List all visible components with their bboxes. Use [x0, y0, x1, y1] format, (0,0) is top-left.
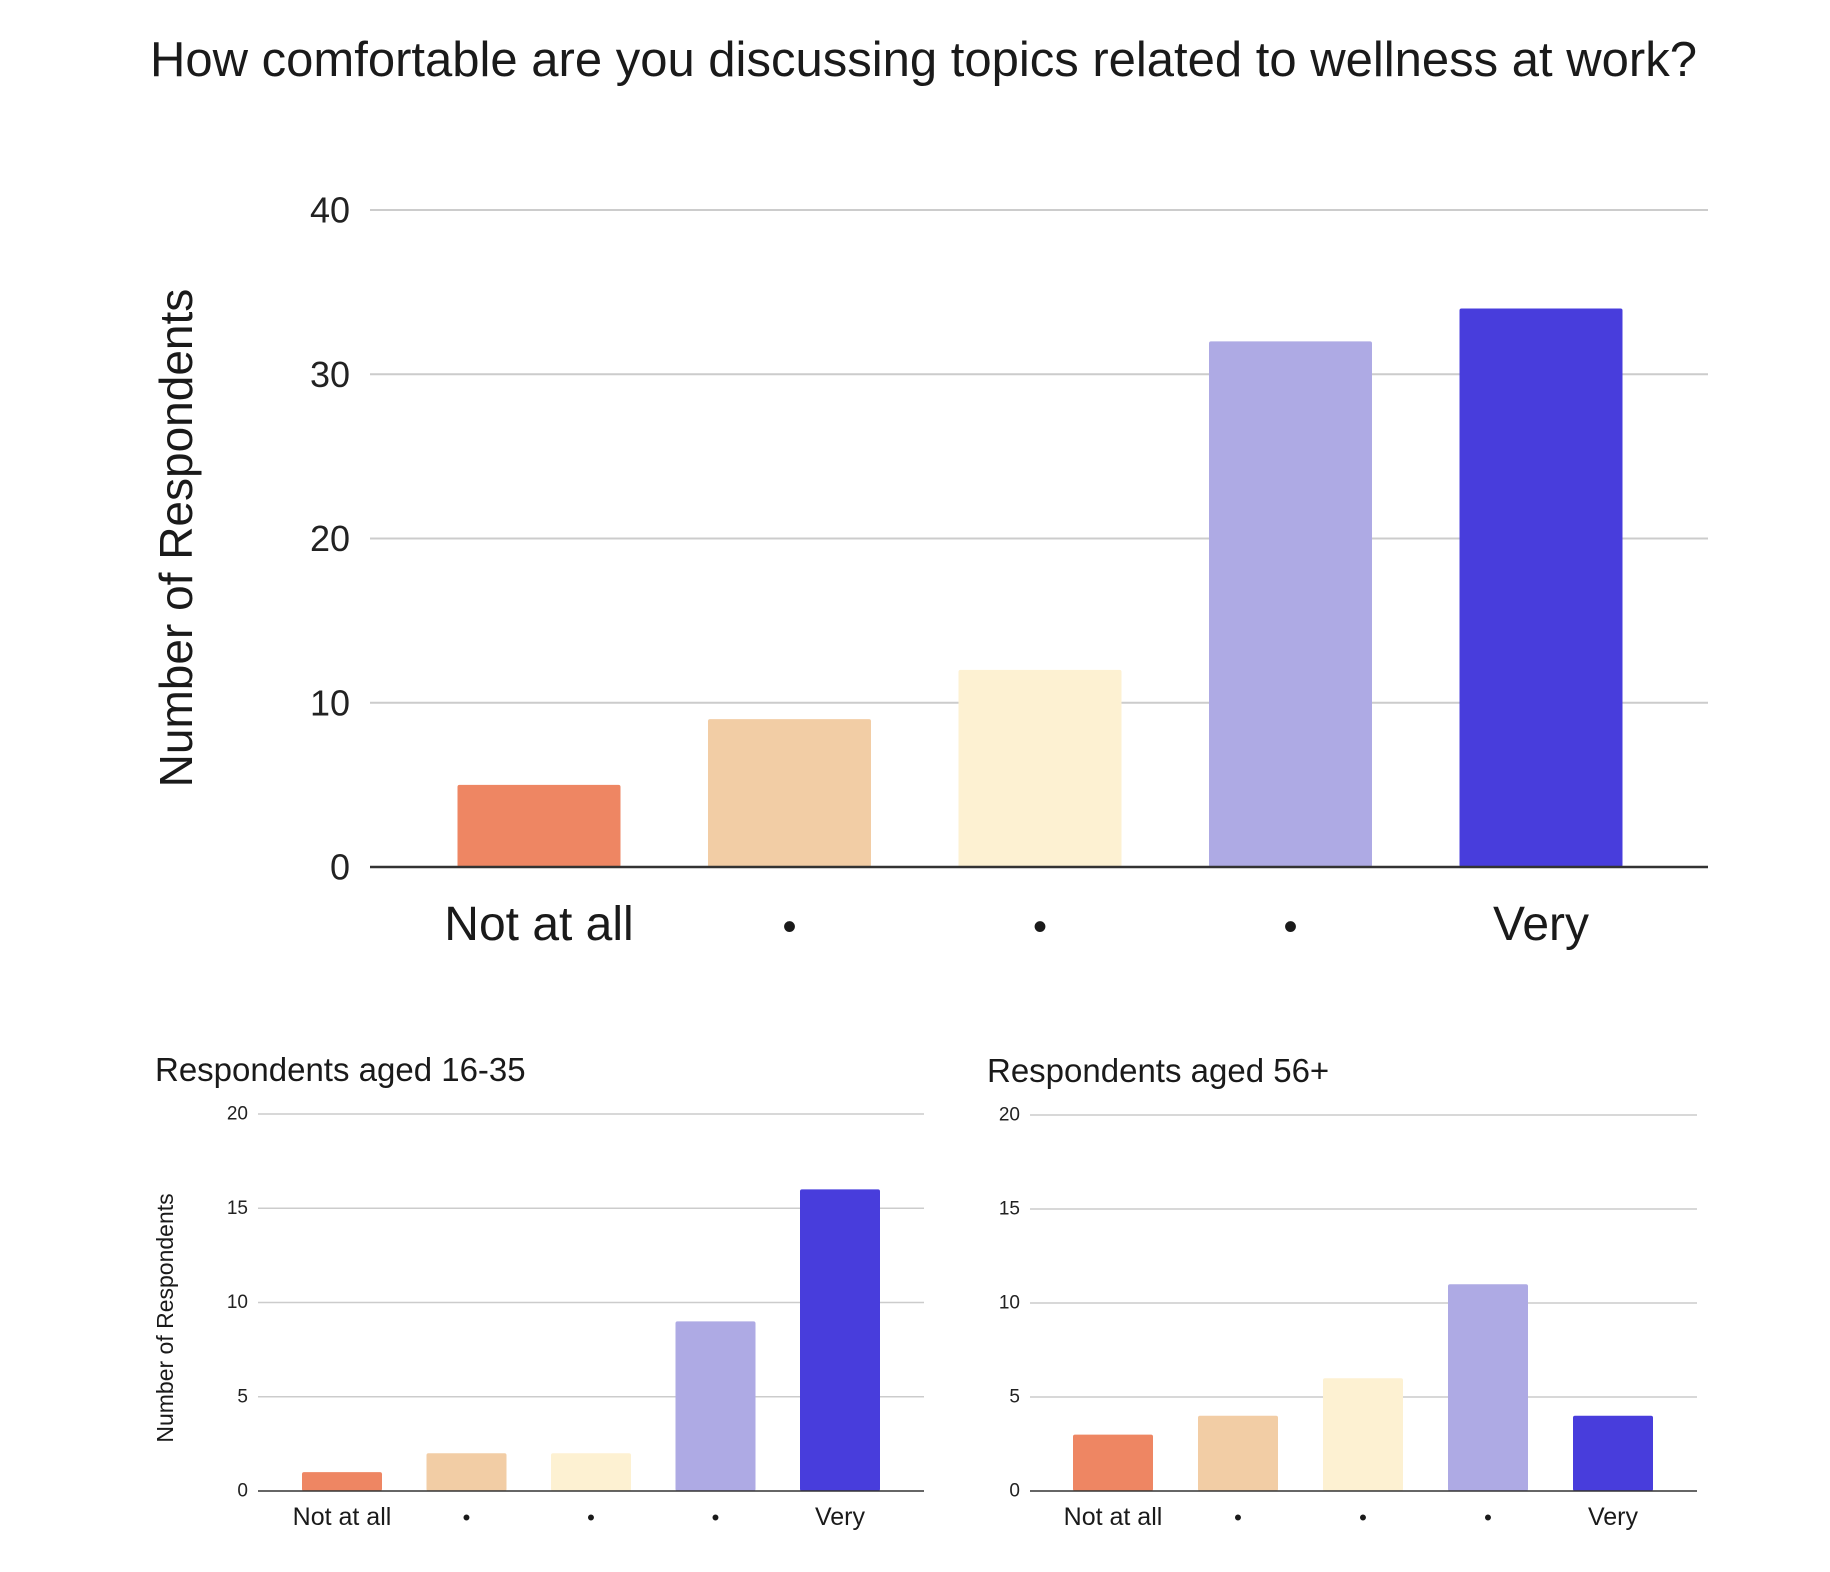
older-y-tick-label: 5: [1009, 1387, 1020, 1408]
main-y-tick-label: 40: [310, 190, 350, 231]
subchart-title-56-plus: Respondents aged 56+: [987, 1052, 1330, 1089]
main-y-tick-label: 0: [330, 847, 350, 888]
older-bar: [1198, 1415, 1278, 1491]
young-y-tick-label: 20: [227, 1104, 248, 1125]
young-bar: [551, 1453, 631, 1491]
young-x-tick-label: Not at all: [293, 1503, 392, 1531]
main-bar: [958, 669, 1122, 867]
main-bar: [1459, 308, 1623, 867]
young-y-tick-label: 0: [237, 1481, 248, 1502]
older-bar: [1323, 1378, 1403, 1491]
main-x-tick-label: •: [1033, 905, 1047, 949]
older-y-tick-label: 10: [999, 1293, 1020, 1314]
older-bar: [1448, 1284, 1528, 1491]
main-y-tick-label: 30: [310, 354, 350, 395]
main-x-tick-label: •: [782, 905, 796, 949]
older-x-tick-label: •: [1234, 1505, 1242, 1530]
main-y-axis-title: Number of Respondents: [150, 289, 202, 788]
young-x-tick-label: •: [712, 1505, 720, 1530]
young-bar: [675, 1321, 756, 1491]
older-y-tick-label: 0: [1009, 1481, 1020, 1502]
main-y-tick-label: 10: [310, 682, 350, 723]
main-x-tick-label: •: [1283, 905, 1297, 949]
older-y-tick-label: 15: [999, 1199, 1020, 1220]
young-bar: [302, 1472, 382, 1491]
older-bar: [1573, 1415, 1653, 1491]
main-bar: [1209, 341, 1372, 867]
older-x-tick-label: Very: [1588, 1503, 1639, 1531]
young-x-tick-label: Very: [815, 1503, 866, 1531]
young-y-tick-label: 5: [237, 1386, 248, 1407]
young-bar: [800, 1189, 880, 1491]
main-bar: [708, 719, 871, 867]
young-x-tick-label: •: [587, 1505, 595, 1530]
older-y-tick-label: 20: [999, 1105, 1020, 1126]
older-x-tick-label: Not at all: [1064, 1503, 1163, 1531]
older-x-tick-label: •: [1359, 1505, 1367, 1530]
young-y-axis-title: Number of Respondents: [152, 1193, 178, 1442]
older-x-tick-label: •: [1484, 1505, 1492, 1530]
young-y-tick-label: 10: [227, 1292, 248, 1313]
older-bar: [1073, 1434, 1153, 1491]
main-bar: [457, 784, 621, 867]
young-bar: [426, 1453, 507, 1491]
main-y-tick-label: 20: [310, 518, 350, 559]
chart-title: How comfortable are you discussing topic…: [150, 33, 1697, 87]
young-x-tick-label: •: [463, 1505, 471, 1530]
main-x-tick-label: Very: [1493, 898, 1589, 951]
main-x-tick-label: Not at all: [444, 898, 633, 951]
subchart-title-16-35: Respondents aged 16-35: [155, 1051, 526, 1088]
young-y-tick-label: 15: [227, 1198, 248, 1219]
